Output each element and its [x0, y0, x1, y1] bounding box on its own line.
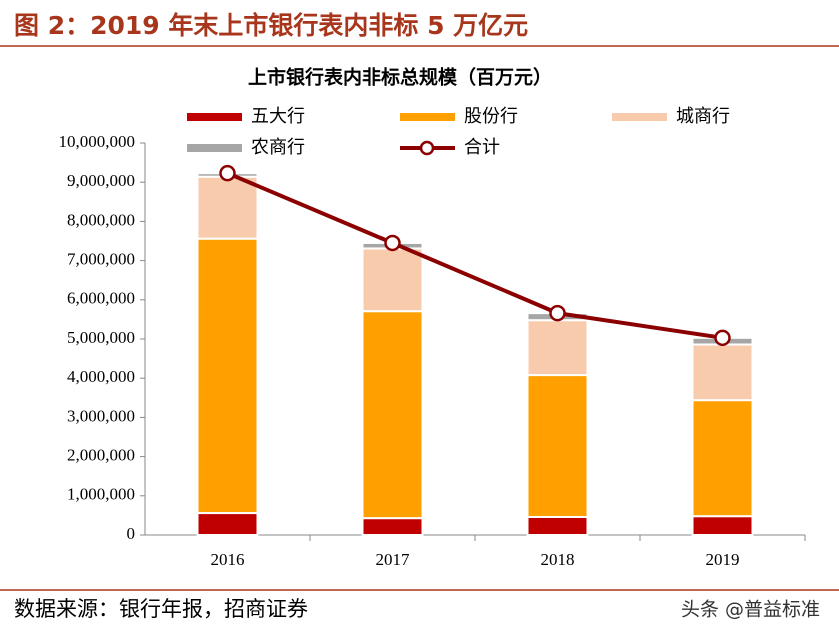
bar-segment	[196, 512, 259, 536]
total-marker	[549, 304, 566, 322]
legend-swatch	[419, 140, 435, 156]
y-tick-label: 5,000,000	[67, 328, 135, 347]
legend-swatch	[187, 144, 242, 152]
legend-label: 五大行	[251, 106, 305, 127]
x-tick-label: 2016	[211, 550, 245, 569]
bar-segment	[526, 374, 589, 518]
y-tick-label: 6,000,000	[67, 289, 135, 308]
legend-label: 合计	[464, 137, 500, 158]
bar-segment	[526, 515, 589, 537]
watermark: 头条 @普益标准	[681, 599, 820, 621]
bar-segment	[691, 343, 754, 402]
y-tick-label: 3,000,000	[67, 406, 135, 425]
total-marker	[384, 234, 401, 252]
x-tick-label: 2018	[541, 550, 575, 569]
bar-segment	[691, 399, 754, 518]
x-tick-label: 2017	[376, 550, 411, 569]
legend-label: 农商行	[251, 137, 305, 158]
legend-label: 城商行	[676, 106, 730, 127]
total-line	[226, 171, 723, 340]
y-tick-label: 1,000,000	[67, 485, 135, 504]
x-tick-label: 2019	[706, 550, 740, 569]
bar-segment	[691, 515, 754, 537]
legend-swatch	[187, 113, 242, 121]
bar-segment	[526, 319, 589, 377]
y-tick-label: 9,000,000	[67, 171, 135, 190]
total-marker	[219, 164, 236, 182]
bar-segment	[361, 517, 424, 536]
bar-segment	[361, 247, 424, 313]
y-tick-label: 10,000,000	[59, 132, 136, 151]
y-tick-label: 8,000,000	[67, 210, 135, 229]
y-tick-label: 0	[127, 524, 136, 543]
bar-segment	[361, 310, 424, 520]
total-marker	[714, 329, 731, 347]
y-tick-label: 7,000,000	[67, 250, 135, 269]
figure-title: 图 2：2019 年末上市银行表内非标 5 万亿元	[14, 11, 528, 40]
legend-label: 股份行	[464, 106, 518, 127]
y-tick-label: 4,000,000	[67, 367, 135, 386]
y-tick-label: 2,000,000	[67, 446, 135, 465]
bar-segment	[196, 237, 259, 515]
bar-segment	[196, 175, 259, 240]
source-note: 数据来源：银行年报，招商证券	[14, 597, 308, 621]
chart-title: 上市银行表内非标总规模（百万元）	[248, 66, 552, 89]
legend-swatch	[612, 113, 667, 121]
legend-swatch	[400, 113, 455, 121]
